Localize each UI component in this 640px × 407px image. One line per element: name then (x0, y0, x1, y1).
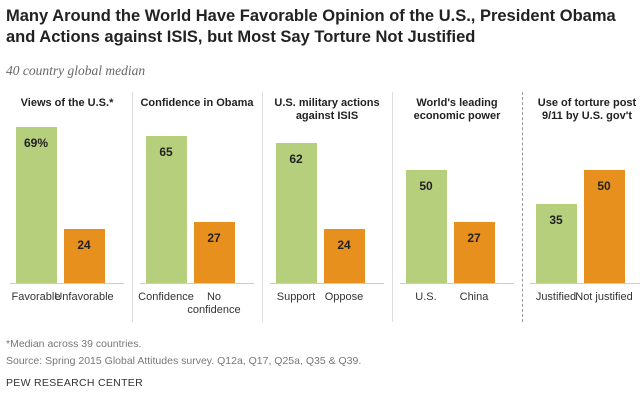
x-tick-label: Unfavorable (54, 291, 114, 303)
x-tick-label: China (459, 291, 489, 303)
x-tick-label: Favorable (11, 291, 61, 303)
baseline (140, 283, 254, 284)
bar (323, 228, 365, 283)
value-label: 65 (159, 145, 173, 160)
value-label: 35 (549, 212, 563, 227)
value-label: 69% (23, 136, 49, 151)
value-label: 62 (289, 151, 303, 166)
baseline (10, 283, 124, 284)
baseline (270, 283, 384, 284)
separator (262, 92, 263, 322)
value-label: 50 (419, 179, 433, 193)
separator (392, 92, 393, 322)
x-tick-label: Not justified (575, 291, 633, 303)
bar (535, 203, 577, 283)
panel-title: Confidence in Obama (140, 97, 254, 109)
subtitle: 40 country global median (6, 63, 146, 78)
baseline (400, 283, 514, 284)
x-tick-label: U.S. (415, 291, 437, 303)
bar (405, 170, 447, 283)
bar (15, 127, 57, 283)
panel-title: U.S. military actions against ISIS (274, 97, 380, 122)
x-tick-label: Oppose (324, 291, 364, 303)
value-label: 27 (467, 230, 481, 245)
panel-title: World's leading economic power (413, 97, 501, 122)
value-label: 50 (597, 179, 611, 193)
note: *Median across 39 countries. (6, 338, 142, 350)
baseline (530, 283, 640, 284)
x-tick-label: Support (276, 291, 316, 303)
x-tick-label: Confidence (138, 291, 194, 303)
bar (145, 136, 187, 283)
bar (193, 221, 235, 283)
panel-title: Use of torture post 9/11 by U.S. gov't (537, 97, 637, 122)
credit: PEW RESEARCH CENTER (6, 377, 143, 389)
x-tick-label: No confidence (187, 291, 241, 316)
bar (583, 170, 625, 283)
bar (275, 142, 317, 283)
separator (132, 92, 133, 322)
title: Many Around the World Have Favorable Opi… (6, 7, 616, 46)
bar (63, 228, 105, 283)
x-tick-label: Justified (535, 291, 577, 303)
source: Source: Spring 2015 Global Attitudes sur… (6, 355, 362, 367)
panel-title: Views of the U.S.* (20, 97, 114, 109)
separator (522, 92, 523, 322)
value-label: 24 (337, 237, 351, 252)
value-label: 24 (77, 237, 91, 252)
bar (453, 221, 495, 283)
value-label: 27 (207, 230, 221, 245)
